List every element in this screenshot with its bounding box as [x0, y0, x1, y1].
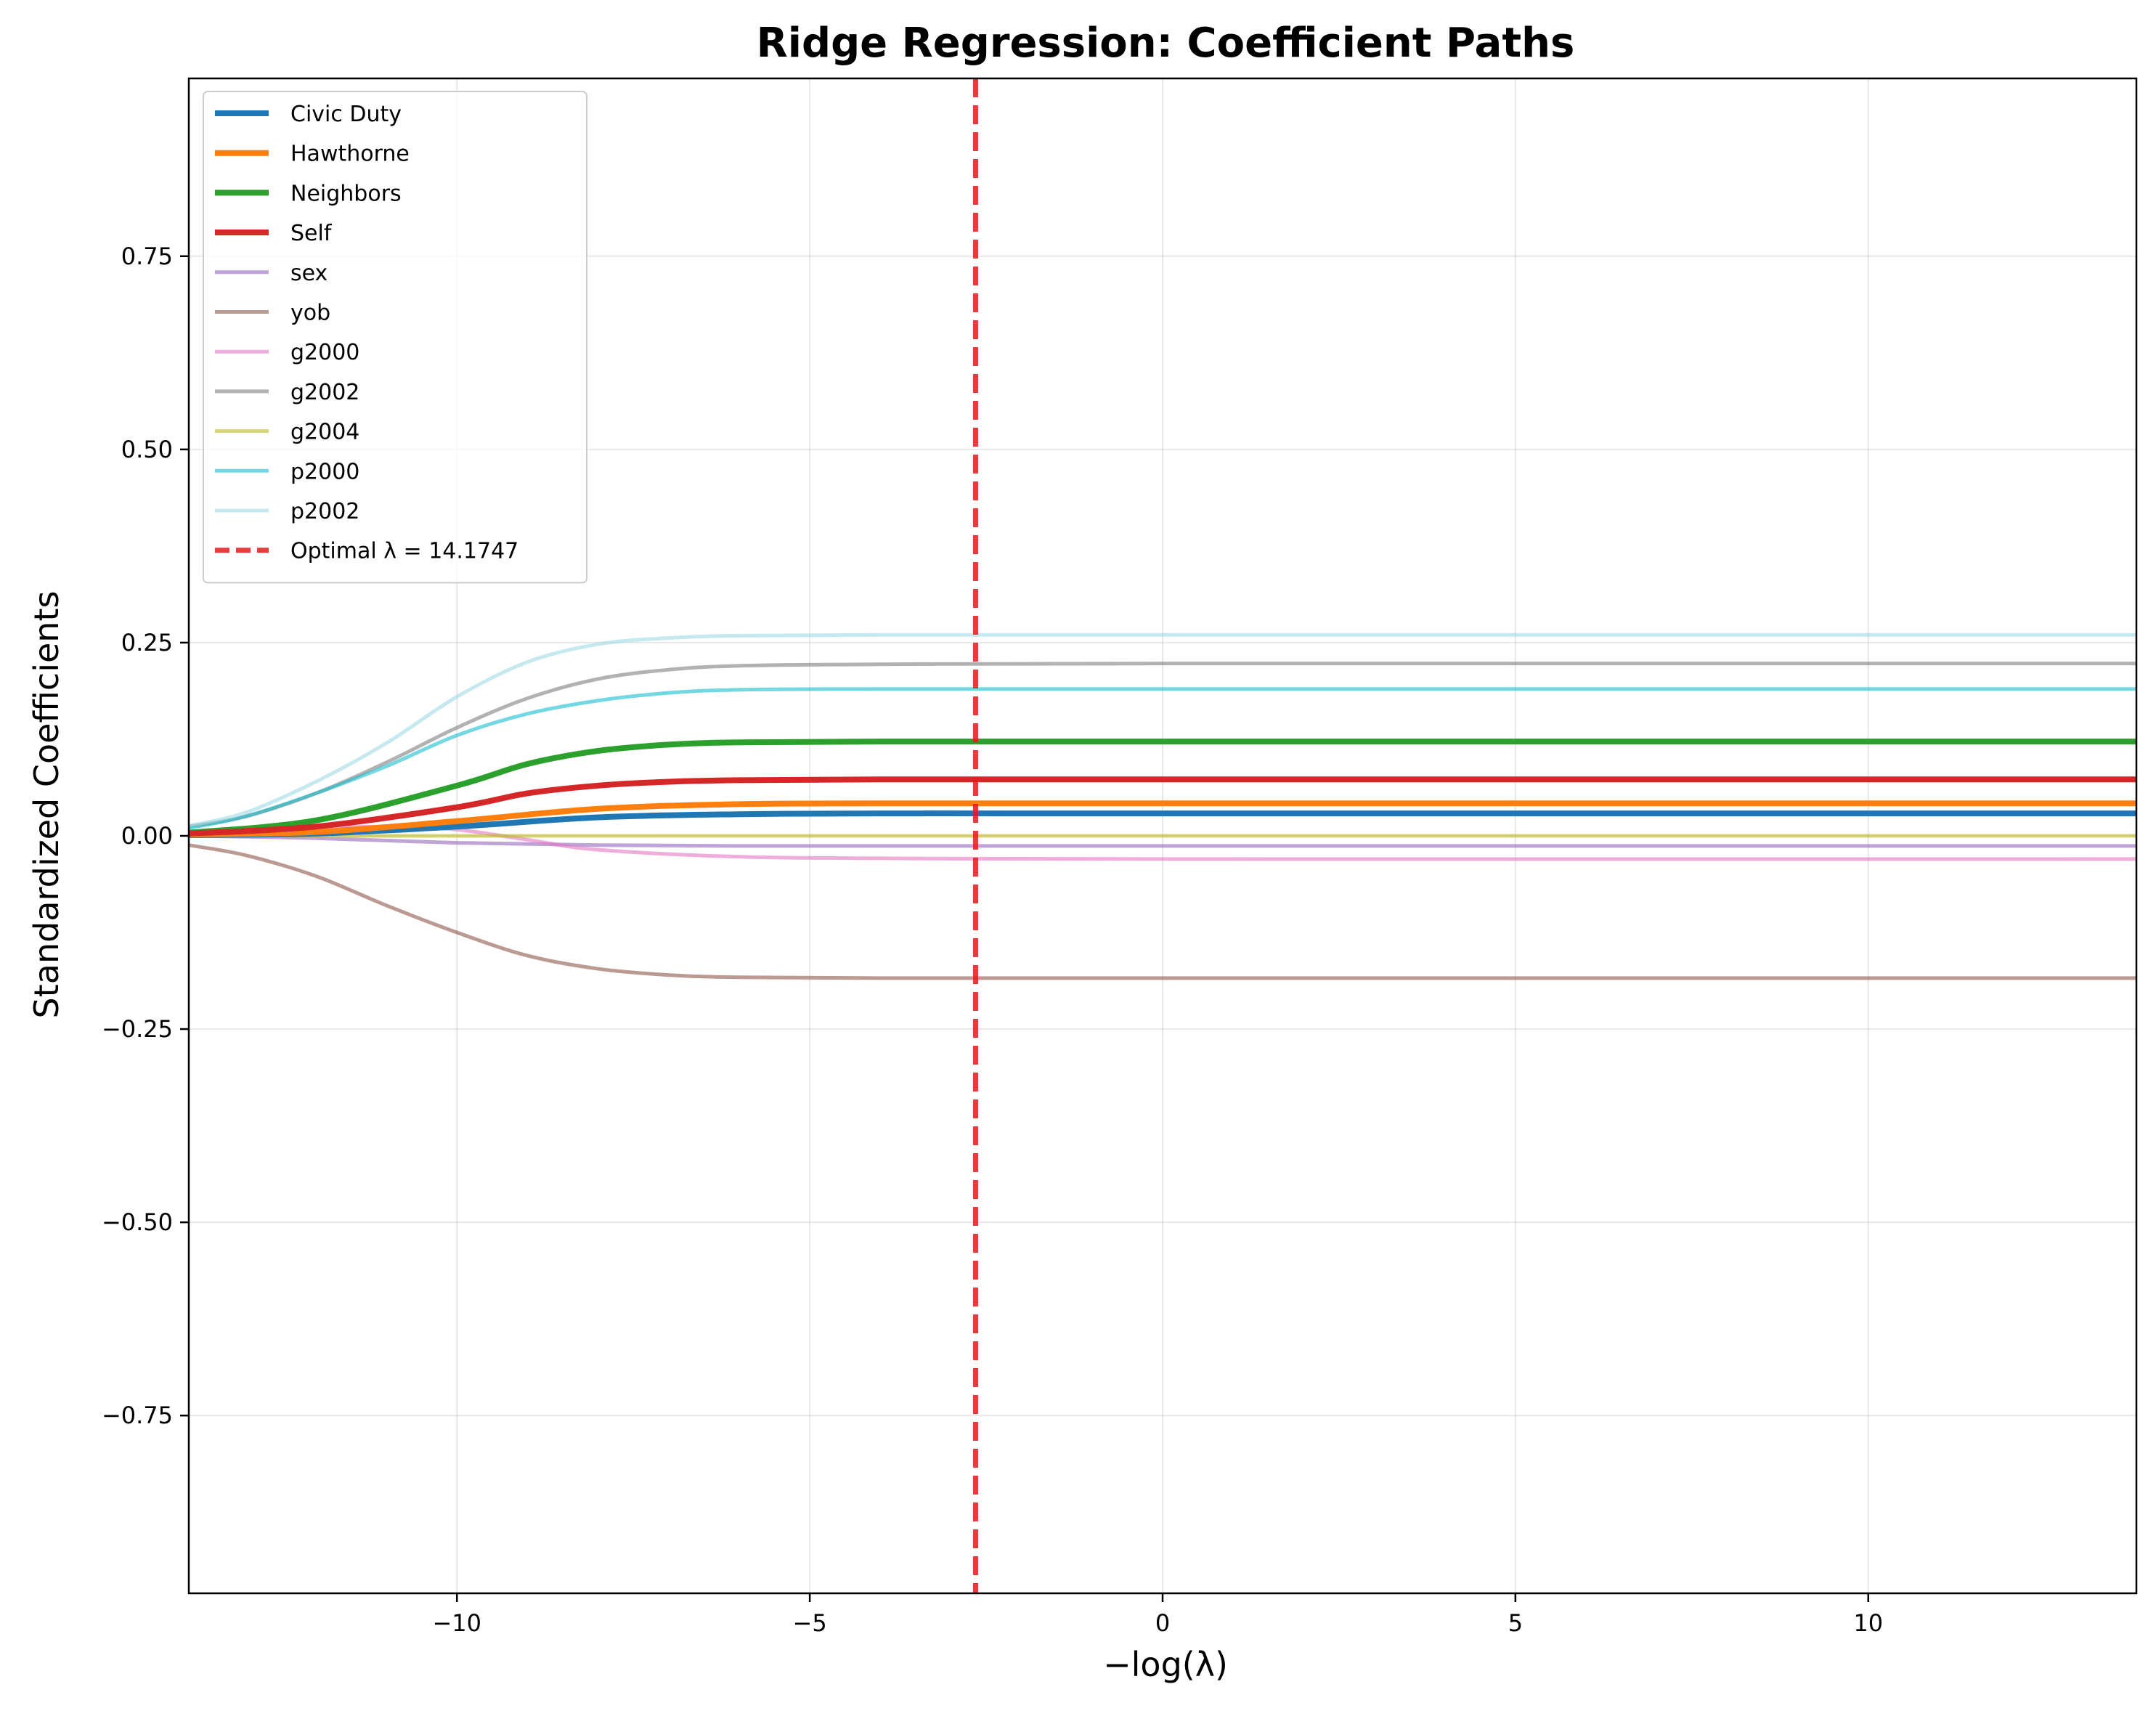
legend-label-g2000: g2000	[290, 340, 359, 365]
series-line-self	[189, 776, 2136, 837]
series-line-p2000	[189, 687, 2136, 830]
legend-label-hawthorne: Hawthorne	[290, 142, 410, 167]
legend-label-yob: yob	[290, 301, 330, 326]
y-tick-label: 0.50	[121, 436, 173, 463]
y-tick-label: 0.25	[121, 629, 173, 656]
series-line-civic-duty	[189, 810, 2136, 838]
legend-label-p2000: p2000	[290, 459, 359, 484]
x-tick-label: 0	[1155, 1609, 1170, 1637]
x-axis-label: −log(λ)	[1103, 1645, 1228, 1684]
y-tick-label: −0.75	[102, 1402, 173, 1429]
series-line-neighbors	[189, 739, 2136, 836]
y-tick-label: 0.75	[121, 243, 173, 270]
legend-label-sex: sex	[290, 261, 328, 286]
series-line-yob	[189, 843, 2136, 980]
legend-label-g2004: g2004	[290, 420, 359, 445]
legend-box	[203, 91, 587, 584]
legend-label-self: Self	[290, 221, 333, 246]
legend-label-g2002: g2002	[290, 380, 359, 405]
y-tick-label: −0.50	[102, 1208, 173, 1236]
y-tick-label: −0.25	[102, 1015, 173, 1043]
x-tick-label: −10	[432, 1609, 481, 1637]
legend-label-neighbors: Neighbors	[290, 181, 402, 206]
y-axis-label: Standardized Coefficients	[27, 591, 66, 1019]
x-tick-label: −5	[793, 1609, 827, 1637]
legend-label-p2002: p2002	[290, 499, 359, 524]
legend-label-civic-duty: Civic Duty	[290, 102, 402, 127]
legend: Civic Duty Hawthorne Neighbors Self sex yob g2…	[203, 91, 587, 584]
series-line-hawthorne	[189, 800, 2136, 837]
x-tick-label: 10	[1853, 1609, 1883, 1637]
y-tick-label: 0.00	[121, 822, 173, 850]
plot-area: −10 −5 0 5 10 −0.75 −0.50 −0.25 0.00 0.25 0.50 0.75…	[102, 77, 2138, 1637]
series-line-p2002	[189, 633, 2136, 828]
chart-title: Ridge Regression: Coefficient Paths	[757, 20, 1575, 67]
series-group	[189, 633, 2136, 980]
legend-label-optimal-lambda: Optimal λ = 14.1747	[290, 539, 518, 564]
series-line-sex	[189, 834, 2136, 848]
x-tick-label: 5	[1508, 1609, 1523, 1637]
